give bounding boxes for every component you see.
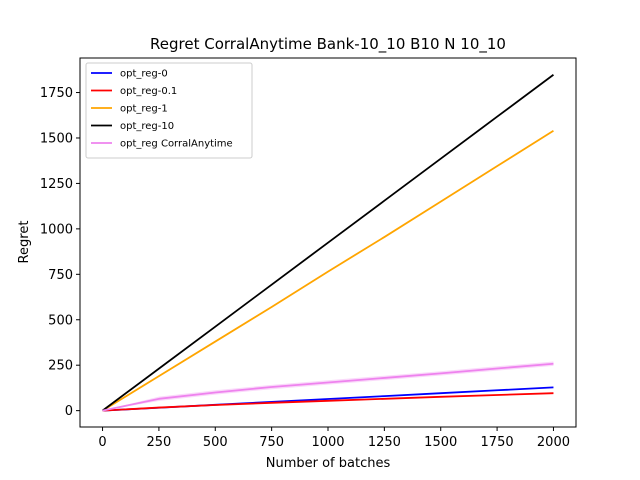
legend-entry: opt_reg-10 (120, 121, 174, 132)
series-line (102, 129, 554, 412)
legend-entry: opt_reg-0 (120, 69, 168, 80)
y-axis-label: Regret (17, 221, 32, 264)
x-tick-label: 1250 (368, 435, 401, 450)
y-tick-label: 1500 (40, 131, 73, 146)
x-tick-label: 1750 (481, 435, 514, 450)
y-tick-label: 1000 (40, 222, 73, 237)
x-tick-label: 1000 (311, 435, 344, 450)
x-tick-label: 0 (98, 435, 106, 450)
x-tick-label: 250 (146, 435, 171, 450)
series-line (102, 392, 554, 412)
chart-title: Regret CorralAnytime Bank-10_10 B10 N 10… (150, 35, 506, 54)
series-lines (102, 74, 554, 412)
legend-entry: opt_reg CorralAnytime (120, 139, 233, 150)
legend-entry: opt_reg-1 (120, 104, 168, 115)
legend-box (85, 62, 253, 159)
legend: opt_reg-0 opt_reg-0.1 opt_reg-1 opt_reg-10o… (85, 62, 253, 159)
x-tick-label: 500 (203, 435, 228, 450)
x-axis: 0 250 500 750 1000 1250 1500 1750 2000 (98, 427, 570, 450)
x-tick-label: 2000 (537, 435, 570, 450)
y-tick-label: 0 (65, 404, 73, 419)
x-tick-label: 1500 (424, 435, 457, 450)
y-axis: 0 250 500 750 1000 1250 1500 1750 (40, 86, 80, 419)
x-tick-label: 750 (259, 435, 284, 450)
y-tick-label: 250 (48, 359, 73, 374)
y-tick-label: 1750 (40, 86, 73, 101)
x-axis-label: Number of batches (266, 456, 391, 471)
series-line (102, 362, 554, 412)
y-tick-label: 1250 (40, 177, 73, 192)
series-line (102, 74, 554, 412)
y-tick-label: 750 (48, 268, 73, 283)
y-tick-label: 500 (48, 313, 73, 328)
legend-entry: opt_reg-0.1 (120, 86, 177, 97)
